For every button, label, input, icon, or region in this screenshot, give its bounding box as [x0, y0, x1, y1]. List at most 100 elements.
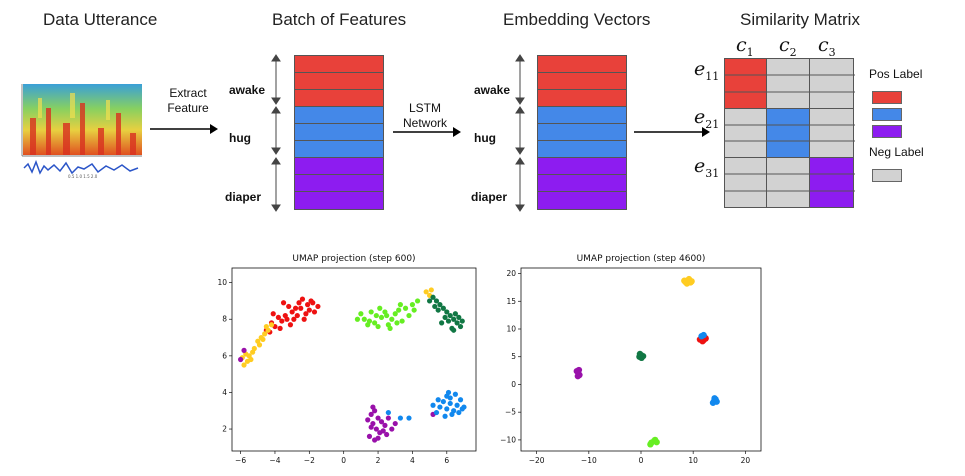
scatter-point	[358, 311, 364, 317]
scatter-point	[263, 323, 269, 330]
scatter-point	[270, 311, 276, 317]
speaker-label-diaper-2: diaper	[471, 190, 508, 204]
x-tick-label: 0	[341, 456, 346, 465]
speaker-label-hug-2: hug	[474, 131, 496, 145]
scatter-point	[457, 397, 464, 403]
scatter-point	[447, 312, 453, 319]
scatter-point	[399, 318, 405, 324]
plot-frame	[231, 267, 477, 452]
scatter-point	[294, 312, 300, 319]
scatter-point	[375, 415, 381, 421]
y-tick-label: −10	[500, 435, 516, 444]
scatter-point	[406, 312, 412, 319]
matrix-row-label-e31: e31	[694, 155, 720, 180]
x-tick-label: −10	[581, 456, 597, 465]
scatter-point	[414, 298, 421, 304]
scatter-point	[394, 320, 400, 326]
scatter-point	[305, 302, 311, 308]
y-tick-label: 5	[511, 352, 516, 361]
scatter-point	[301, 316, 307, 322]
scatter-point	[385, 415, 391, 421]
y-tick-label: 20	[506, 269, 516, 278]
x-tick-label: 0	[639, 456, 644, 465]
y-tick-label: 4	[222, 388, 227, 397]
scatter-point	[361, 316, 367, 322]
scatter-point	[452, 391, 458, 397]
scatter-point	[574, 372, 582, 380]
matrix-col-label-c3: c3	[818, 34, 836, 59]
speaker-label-diaper-1: diaper	[225, 190, 262, 204]
batch-bracket-arrows	[271, 54, 281, 212]
scatter-point	[698, 333, 705, 340]
scatter-point	[437, 302, 443, 308]
scatter-point	[368, 411, 374, 417]
scatter-point	[447, 395, 453, 401]
scatter-point	[423, 289, 429, 295]
y-tick-label: 2	[222, 425, 227, 434]
svg-text:0.5 1.0 1.5 2.0: 0.5 1.0 1.5 2.0	[68, 174, 98, 178]
scatter-point	[432, 303, 438, 310]
scatter-point	[428, 287, 434, 293]
similarity-matrix-grid	[724, 58, 855, 208]
scatter-point	[373, 312, 379, 319]
scatter-point	[291, 316, 297, 322]
umap-chart-step-600: UMAP projection (step 600) −6 −4 −2 0 2 4 6 2 4 6 8…	[217, 254, 477, 465]
legend-neg-label: Neg Label	[869, 145, 924, 159]
scatter-point	[306, 307, 312, 313]
x-tick-label: 20	[741, 456, 751, 465]
lstm-network-label: LSTM Network	[402, 101, 447, 130]
scatter-point	[456, 314, 462, 321]
scatter-point	[430, 294, 436, 300]
scatter-point	[454, 320, 460, 326]
legend-swatch-gray	[872, 169, 902, 182]
scatter-point	[292, 305, 299, 311]
scatter-point	[279, 318, 285, 324]
embedding-bracket-arrows	[515, 54, 525, 212]
extract-feature-label: Extract Feature	[167, 86, 209, 115]
scatter-point	[456, 409, 462, 416]
matrix-row-label-e11: e11	[694, 58, 720, 83]
scatter-point	[380, 428, 386, 434]
scatter-point	[277, 325, 283, 331]
scatter-point	[402, 305, 409, 311]
scatter-point	[241, 362, 247, 368]
scatter-point	[303, 311, 309, 317]
scatter-point	[445, 318, 452, 324]
scatter-point	[268, 322, 275, 328]
scatter-point	[392, 311, 398, 317]
x-tick-label: 10	[688, 456, 698, 465]
scatter-point	[427, 298, 433, 304]
scatter-point	[406, 415, 412, 421]
scatter-point	[451, 316, 457, 322]
scatter-point	[377, 305, 383, 311]
scatter-point	[385, 409, 391, 416]
scatter-point	[298, 305, 304, 311]
y-tick-label: 8	[222, 315, 227, 324]
scatter-point	[459, 406, 465, 412]
scatter-point	[375, 323, 381, 330]
scatter-point	[286, 303, 292, 310]
scatter-point	[651, 436, 659, 444]
scatter-point	[451, 327, 457, 333]
scatter-point	[389, 316, 395, 322]
x-tick-label: −6	[235, 456, 246, 465]
scatter-point	[275, 314, 281, 321]
scatter-point	[375, 435, 381, 441]
scatter-point	[378, 419, 385, 425]
legend-swatch-purple	[872, 125, 902, 138]
spectrogram-image: 0.5 1.0 1.5 2.0	[21, 84, 142, 178]
scatter-point	[442, 314, 448, 321]
scatter-point	[308, 298, 314, 304]
scatter-point	[397, 415, 403, 421]
scatter-point	[280, 300, 287, 306]
scatter-point	[452, 311, 458, 317]
title-batch-of-features: Batch of Features	[272, 10, 407, 29]
scatter-point	[454, 402, 460, 408]
scatter-point	[440, 398, 446, 405]
scatter-point	[457, 323, 464, 330]
umap-chart-step-4600: UMAP projection (step 4600) −20 −10 0 10 20 −1…	[500, 254, 762, 465]
scatter-point	[459, 318, 465, 324]
scatter-point	[370, 404, 376, 410]
scatter-point	[289, 309, 295, 315]
scatter-point	[435, 307, 441, 313]
